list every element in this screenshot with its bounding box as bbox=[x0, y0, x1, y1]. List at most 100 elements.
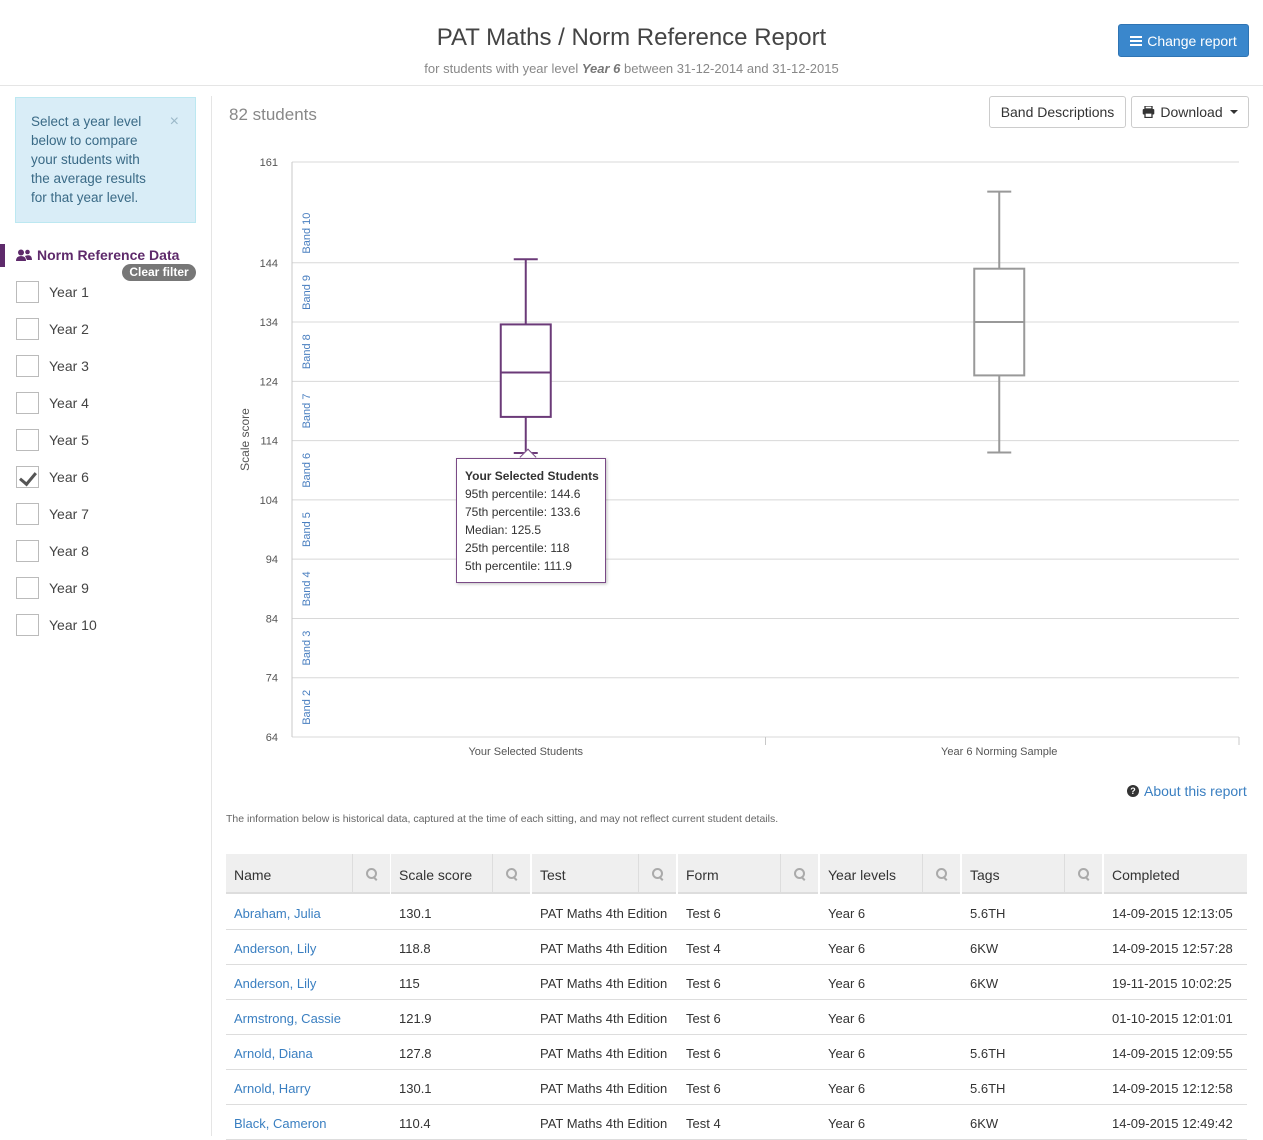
band-label: Band 7 bbox=[301, 394, 313, 429]
page-title: PAT Maths / Norm Reference Report bbox=[436, 24, 827, 51]
download-button[interactable]: Download bbox=[1131, 96, 1249, 128]
column-header-label: Scale score bbox=[399, 867, 473, 883]
magnifier-glyph bbox=[365, 868, 378, 880]
year-filter-5[interactable]: Year 5 bbox=[16, 428, 89, 452]
year-checkbox[interactable] bbox=[16, 392, 39, 414]
info-text: Select a year level below to compare you… bbox=[31, 114, 146, 205]
year-filter-1[interactable]: Year 1 bbox=[16, 280, 89, 304]
year-filter-3[interactable]: Year 3 bbox=[16, 354, 89, 378]
report-header: PAT Maths / Norm Reference Report for st… bbox=[0, 0, 1263, 86]
search-icon[interactable] bbox=[780, 854, 818, 894]
table-cell: PAT Maths 4th Edition bbox=[540, 1046, 668, 1061]
info-alert: Select a year level below to compare you… bbox=[15, 97, 196, 223]
table-cell: Test 4 bbox=[686, 941, 721, 956]
table-row: Anderson, Lily 118.8 PAT Maths 4th Edition… bbox=[226, 930, 1247, 965]
table-row: Armstrong, Cassie 121.9 PAT Maths 4th Edit… bbox=[226, 1000, 1247, 1035]
year-checkbox[interactable] bbox=[16, 540, 39, 562]
students-count: 82 students bbox=[229, 105, 317, 124]
student-name-link[interactable]: Arnold, Diana bbox=[234, 1046, 313, 1061]
table-cell: 121.9 bbox=[399, 1011, 432, 1026]
student-name-link[interactable]: Abraham, Julia bbox=[234, 906, 321, 921]
year-label: Year 5 bbox=[49, 432, 89, 448]
table-cell: 01-10-2015 12:01:01 bbox=[1112, 1011, 1233, 1026]
student-name-link[interactable]: Armstrong, Cassie bbox=[234, 1011, 341, 1026]
band-label: Band 2 bbox=[301, 690, 313, 725]
year-label: Year 8 bbox=[49, 543, 89, 559]
table-cell: 130.1 bbox=[399, 1081, 432, 1096]
table-row: Abraham, Julia 130.1 PAT Maths 4th Edition… bbox=[226, 895, 1247, 930]
table-cell: 127.8 bbox=[399, 1046, 432, 1061]
about-report-link[interactable]: ? About this report bbox=[1127, 783, 1247, 799]
table-cell: 110.4 bbox=[399, 1116, 431, 1131]
column-header[interactable]: Tags bbox=[962, 854, 1102, 894]
year-filter-4[interactable]: Year 4 bbox=[16, 391, 89, 415]
y-axis-label: Scale score bbox=[238, 408, 252, 471]
year-label: Year 4 bbox=[49, 395, 89, 411]
y-tick-label: 144 bbox=[260, 258, 278, 270]
year-checkbox[interactable] bbox=[16, 577, 39, 599]
search-icon[interactable] bbox=[922, 854, 960, 894]
search-icon[interactable] bbox=[638, 854, 676, 894]
table-cell: 118.8 bbox=[399, 941, 431, 956]
column-header[interactable]: Name bbox=[226, 854, 390, 894]
change-report-button[interactable]: Change report bbox=[1118, 24, 1249, 57]
year-checkbox[interactable] bbox=[16, 318, 39, 340]
tooltip-title: Your Selected Students bbox=[465, 469, 599, 483]
column-header[interactable]: Year levels bbox=[820, 854, 960, 894]
download-label: Download bbox=[1160, 104, 1223, 120]
magnifier-glyph bbox=[793, 868, 806, 880]
year-filter-6[interactable]: Year 6 bbox=[16, 465, 89, 489]
year-label: Year 3 bbox=[49, 358, 89, 374]
table-cell: Year 6 bbox=[828, 941, 866, 956]
chart-tooltip: Your Selected Students 95th percentile: … bbox=[456, 458, 606, 583]
y-tick-label: 161 bbox=[260, 157, 278, 169]
table-cell: 6KW bbox=[970, 976, 999, 991]
page-subtitle: for students with year level Year 6 betw… bbox=[0, 61, 1263, 76]
table-cell: Test 6 bbox=[686, 906, 721, 921]
table-cell: Year 6 bbox=[828, 1116, 866, 1131]
column-header[interactable]: Scale score bbox=[391, 854, 530, 894]
student-name-link[interactable]: Anderson, Lily bbox=[234, 976, 317, 991]
student-name-link[interactable]: Black, Cameron bbox=[234, 1116, 327, 1131]
year-label: Year 7 bbox=[49, 506, 89, 522]
year-filter-7[interactable]: Year 7 bbox=[16, 502, 89, 526]
year-checkbox[interactable] bbox=[16, 466, 39, 488]
table-cell: Year 6 bbox=[828, 1081, 866, 1096]
close-icon[interactable]: × bbox=[169, 113, 179, 130]
year-checkbox[interactable] bbox=[16, 281, 39, 303]
year-checkbox[interactable] bbox=[16, 503, 39, 525]
historical-data-note: The information below is historical data… bbox=[226, 813, 779, 825]
search-icon[interactable] bbox=[492, 854, 530, 894]
column-header-label: Name bbox=[234, 867, 272, 883]
search-icon[interactable] bbox=[352, 854, 390, 894]
year-checkbox[interactable] bbox=[16, 614, 39, 636]
table-cell: Year 6 bbox=[828, 976, 866, 991]
year-label: Year 2 bbox=[49, 321, 89, 337]
column-header[interactable]: Form bbox=[678, 854, 818, 894]
sidebar-divider bbox=[211, 96, 212, 1136]
year-checkbox[interactable] bbox=[16, 355, 39, 377]
year-checkbox[interactable] bbox=[16, 429, 39, 451]
band-descriptions-button[interactable]: Band Descriptions bbox=[989, 96, 1126, 128]
year-filter-10[interactable]: Year 10 bbox=[16, 613, 97, 637]
student-name-link[interactable]: Arnold, Harry bbox=[234, 1081, 311, 1096]
year-filter-2[interactable]: Year 2 bbox=[16, 317, 89, 341]
year-filter-9[interactable]: Year 9 bbox=[16, 576, 89, 600]
tooltip-line: 5th percentile: 111.9 bbox=[465, 559, 572, 573]
column-header[interactable]: Test bbox=[532, 854, 676, 894]
year-filter-8[interactable]: Year 8 bbox=[16, 539, 89, 563]
band-label: Band 9 bbox=[301, 275, 313, 310]
table-cell: Year 6 bbox=[828, 1011, 866, 1026]
search-icon[interactable] bbox=[1064, 854, 1102, 894]
column-header[interactable]: Completed bbox=[1104, 854, 1247, 894]
band-descriptions-label: Band Descriptions bbox=[1000, 104, 1115, 120]
table-cell: 5.6TH bbox=[970, 906, 1006, 921]
section-indicator bbox=[0, 244, 5, 267]
table-cell: 6KW bbox=[970, 941, 999, 956]
table-cell: 115 bbox=[399, 976, 420, 991]
magnifier-glyph bbox=[935, 868, 948, 880]
student-name-link[interactable]: Anderson, Lily bbox=[234, 941, 317, 956]
box bbox=[499, 323, 552, 418]
clear-filter-button[interactable]: Clear filter bbox=[122, 264, 196, 281]
table-cell: 6KW bbox=[970, 1116, 999, 1131]
